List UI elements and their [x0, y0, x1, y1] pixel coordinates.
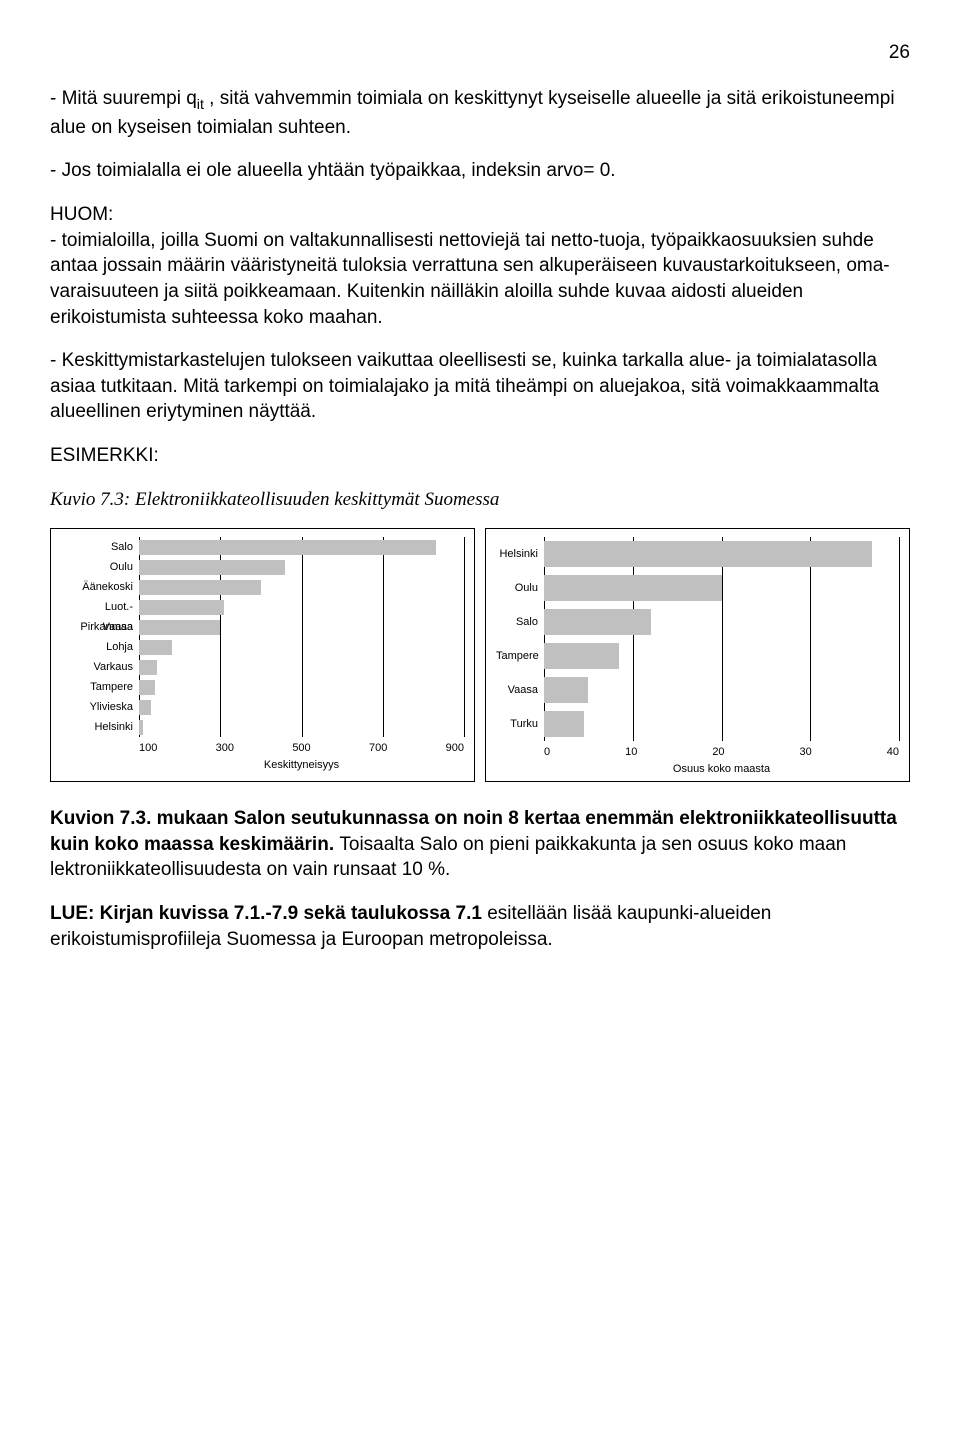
para-5: Kuvion 7.3. mukaan Salon seutukunnassa o…: [50, 806, 910, 883]
chart-category-label: Helsinki: [61, 717, 139, 737]
chart-bar: [139, 540, 436, 555]
chart-category-label: Oulu: [496, 571, 544, 605]
para-6: LUE: Kirjan kuvissa 7.1.-7.9 sekä tauluk…: [50, 901, 910, 952]
chart-tick: 700: [369, 741, 387, 756]
kuvio-heading: Kuvio 7.3: Elektroniikkateollisuuden kes…: [50, 487, 910, 513]
chart-bar: [139, 580, 261, 595]
para-4: - Keskittymistarkastelujen tulokseen vai…: [50, 348, 910, 425]
para6a: LUE: Kirjan kuvissa 7.1.-7.9 sekä tauluk…: [50, 903, 487, 924]
para-1: - Mitä suurempi qit , sitä vahvemmin toi…: [50, 86, 910, 141]
chart-bar: [139, 600, 224, 615]
chart-category-label: Oulu: [61, 557, 139, 577]
chart-tick: 0: [544, 745, 550, 760]
chart-tick: 500: [292, 741, 310, 756]
chart-category-label: Helsinki: [496, 537, 544, 571]
para1-sub: it: [197, 96, 204, 112]
chart-category-label: Varkaus: [61, 657, 139, 677]
chart-bar: [139, 720, 143, 735]
chart-tick: 900: [446, 741, 464, 756]
chart-category-label: Turku: [496, 707, 544, 741]
chart-bar: [139, 620, 220, 635]
chart-category-label: Lohja: [61, 637, 139, 657]
chart-category-label: Tampere: [496, 639, 544, 673]
chart-bar: [139, 560, 285, 575]
chart-xlabel: Keskittyneisyys: [139, 758, 464, 773]
chart-tick: 30: [800, 745, 812, 760]
chart-category-label: Luot.-Pirkanmaa: [61, 597, 139, 617]
para3-label: HUOM:: [50, 204, 113, 225]
chart-bar: [544, 677, 588, 703]
chart-tick: 40: [887, 745, 899, 760]
chart-tick: 100: [139, 741, 157, 756]
chart-bar: [544, 711, 584, 737]
chart-bar: [544, 575, 722, 601]
chart-bar: [544, 609, 651, 635]
charts-row: SaloOuluÄänekoskiLuot.-PirkanmaaVaasaLoh…: [50, 528, 910, 782]
chart-xlabel: Osuus koko maasta: [544, 762, 899, 777]
chart-category-label: Salo: [61, 537, 139, 557]
para3-body: - toimialoilla, joilla Suomi on valtakun…: [50, 230, 890, 328]
chart-bar: [139, 660, 157, 675]
para-3: HUOM: - toimialoilla, joilla Suomi on va…: [50, 202, 910, 330]
chart-bar: [139, 700, 151, 715]
chart-tick: 300: [216, 741, 234, 756]
chart-category-label: Salo: [496, 605, 544, 639]
chart-category-label: Äänekoski: [61, 577, 139, 597]
chart-tick: 20: [712, 745, 724, 760]
chart-category-label: Tampere: [61, 677, 139, 697]
chart-tick: 10: [625, 745, 637, 760]
esimerkki-label: ESIMERKKI:: [50, 443, 910, 469]
page-number: 26: [50, 40, 910, 66]
chart-category-label: Ylivieska: [61, 697, 139, 717]
para-2: - Jos toimialalla ei ole alueella yhtään…: [50, 158, 910, 184]
chart-bar: [139, 640, 172, 655]
chart-bar: [544, 541, 872, 567]
chart-keskittyneisyys: SaloOuluÄänekoskiLuot.-PirkanmaaVaasaLoh…: [50, 528, 475, 782]
chart-category-label: Vaasa: [496, 673, 544, 707]
chart-osuus: HelsinkiOuluSaloTampereVaasaTurku0 10 20 30…: [485, 528, 910, 782]
para1-text: - Mitä suurempi q: [50, 88, 197, 109]
chart-bar: [544, 643, 619, 669]
chart-bar: [139, 680, 155, 695]
